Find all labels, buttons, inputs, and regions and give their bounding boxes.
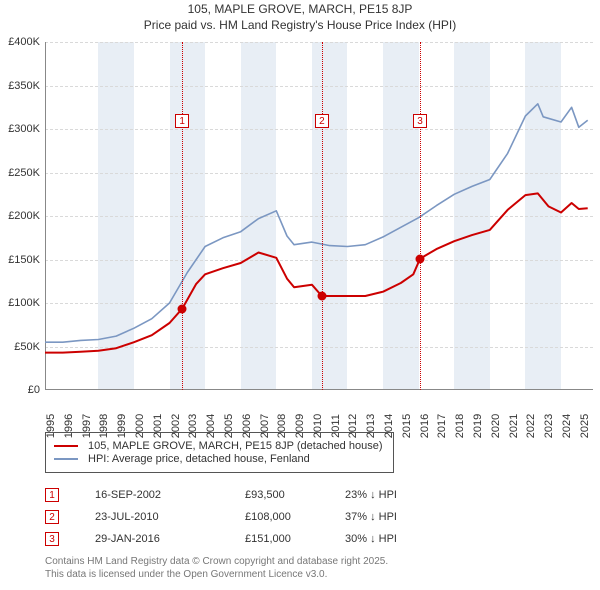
legend: 105, MAPLE GROVE, MARCH, PE15 8JP (detac…: [45, 432, 394, 473]
chart-title: 105, MAPLE GROVE, MARCH, PE15 8JP Price …: [0, 0, 600, 32]
y-tick-label: £50K: [0, 341, 40, 353]
title-line-1: 105, MAPLE GROVE, MARCH, PE15 8JP: [0, 2, 600, 16]
sale-vline: [420, 42, 421, 390]
sale-pct: 23% ↓ HPI: [345, 489, 397, 501]
sale-marker-icon: 2: [45, 510, 59, 524]
sale-marker-icon: 3: [45, 532, 59, 546]
x-tick-label: 2023: [543, 414, 555, 438]
y-tick-label: £100K: [0, 297, 40, 309]
footer-line-2: This data is licensed under the Open Gov…: [45, 568, 388, 581]
x-tick-label: 2025: [579, 414, 591, 438]
x-tick-label: 2020: [490, 414, 502, 438]
sale-marker-icon: 1: [45, 488, 59, 502]
sale-marker-dot: [416, 254, 425, 263]
legend-label-hpi: HPI: Average price, detached house, Fenl…: [88, 453, 310, 465]
footer: Contains HM Land Registry data © Crown c…: [45, 555, 388, 581]
sale-vline: [182, 42, 183, 390]
legend-swatch-hpi: [54, 458, 78, 460]
sale-price: £108,000: [245, 511, 345, 523]
legend-item-property: 105, MAPLE GROVE, MARCH, PE15 8JP (detac…: [54, 440, 383, 452]
x-tick-label: 2022: [525, 414, 537, 438]
y-tick-label: £200K: [0, 210, 40, 222]
sale-pct: 30% ↓ HPI: [345, 533, 397, 545]
sales-row: 1 16-SEP-2002 £93,500 23% ↓ HPI: [45, 484, 397, 506]
y-tick-label: £250K: [0, 167, 40, 179]
footer-line-1: Contains HM Land Registry data © Crown c…: [45, 555, 388, 568]
x-tick-label: 2015: [401, 414, 413, 438]
sale-marker-dot: [178, 304, 187, 313]
legend-label-property: 105, MAPLE GROVE, MARCH, PE15 8JP (detac…: [88, 440, 383, 452]
sale-marker-box: 1: [175, 114, 189, 128]
series-hpi: [45, 104, 588, 342]
chart-lines: [45, 42, 593, 390]
sales-row: 2 23-JUL-2010 £108,000 37% ↓ HPI: [45, 506, 397, 528]
sale-date: 29-JAN-2016: [95, 533, 245, 545]
legend-swatch-property: [54, 445, 78, 447]
sale-date: 16-SEP-2002: [95, 489, 245, 501]
sale-marker-box: 2: [315, 114, 329, 128]
legend-item-hpi: HPI: Average price, detached house, Fenl…: [54, 453, 383, 465]
y-tick-label: £350K: [0, 80, 40, 92]
x-tick-label: 2021: [508, 414, 520, 438]
x-tick-label: 2018: [454, 414, 466, 438]
x-tick-label: 2024: [561, 414, 573, 438]
sale-date: 23-JUL-2010: [95, 511, 245, 523]
sale-pct: 37% ↓ HPI: [345, 511, 397, 523]
sales-row: 3 29-JAN-2016 £151,000 30% ↓ HPI: [45, 528, 397, 550]
y-tick-label: £0: [0, 384, 40, 396]
series-property: [45, 193, 588, 352]
title-line-2: Price paid vs. HM Land Registry's House …: [0, 18, 600, 32]
y-tick-label: £300K: [0, 123, 40, 135]
sale-price: £93,500: [245, 489, 345, 501]
x-tick-label: 2016: [419, 414, 431, 438]
sale-vline: [322, 42, 323, 390]
x-tick-label: 2019: [472, 414, 484, 438]
sale-marker-box: 3: [413, 114, 427, 128]
sales-table: 1 16-SEP-2002 £93,500 23% ↓ HPI 2 23-JUL…: [45, 484, 397, 550]
sale-price: £151,000: [245, 533, 345, 545]
y-tick-label: £400K: [0, 36, 40, 48]
x-tick-label: 2017: [436, 414, 448, 438]
y-tick-label: £150K: [0, 254, 40, 266]
sale-marker-dot: [317, 292, 326, 301]
